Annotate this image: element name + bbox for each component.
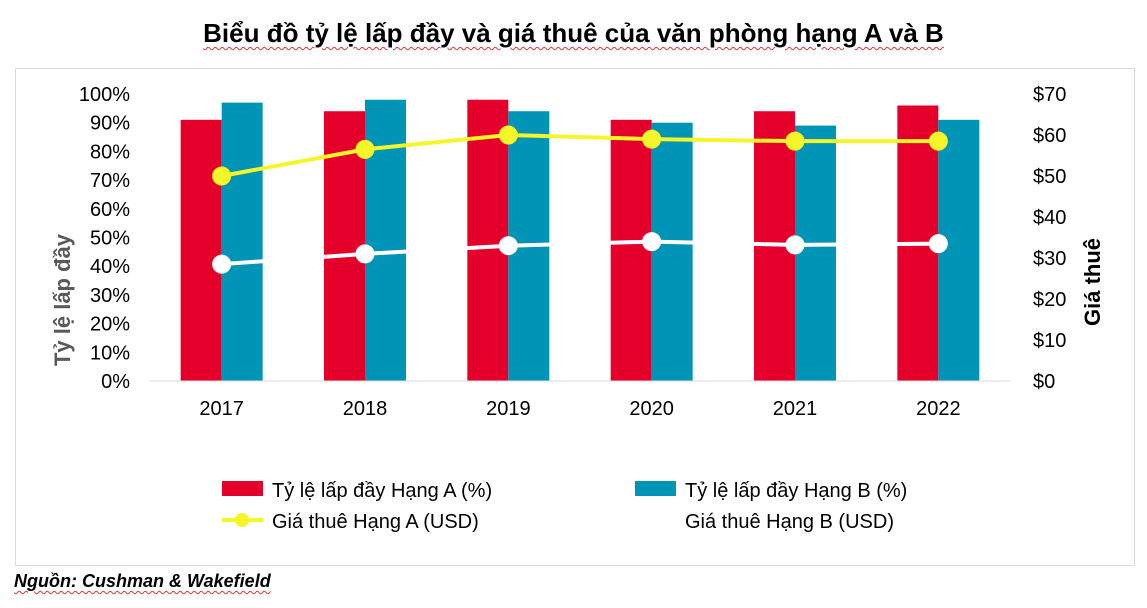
y-right-tick-label: $60 (1033, 125, 1066, 147)
bar-grade-b-2018 (365, 99, 406, 382)
bar-grade-a-2017 (180, 119, 222, 381)
x-tick-label: 2017 (199, 398, 244, 420)
legend: Tỷ lệ lấp đầy Hạng A (%) Tỷ lệ lấp đầy Hạ… (222, 480, 907, 533)
y-left-tick-labels: 0% 10% 20% 30% 40% 50% 60% 70% 80% 90% 100% (79, 84, 130, 393)
x-tick-labels: 2017 2018 2019 2020 2021 2022 (199, 398, 960, 420)
chart-title: Biểu đồ tỷ lệ lấp đầy và giá thuê của vă… (203, 18, 944, 48)
y-left-tick-label: 0% (101, 371, 130, 393)
point-rent-grade-a-2021 (785, 131, 805, 151)
x-tick-label: 2018 (343, 398, 388, 420)
point-rent-grade-b-2021 (785, 235, 805, 255)
y-right-tick-label: $20 (1033, 289, 1066, 311)
y-left-tick-label: 50% (90, 228, 130, 250)
line-rent-grade-b (221, 239, 939, 267)
y-right-tick-label: $70 (1033, 84, 1066, 106)
x-tick-label: 2019 (486, 398, 531, 420)
y-left-tick-label: 40% (90, 256, 130, 278)
point-rent-grade-b-2017 (212, 254, 232, 274)
point-rent-grade-a-2018 (355, 139, 375, 159)
bar-grade-b-2020 (651, 122, 693, 381)
bar-grade-b-2021 (795, 125, 836, 381)
y-left-tick-label: 100% (79, 84, 130, 106)
y-right-tick-label: $10 (1033, 330, 1066, 352)
point-rent-grade-a-2020 (642, 129, 662, 149)
point-rent-grade-b-2022 (928, 234, 948, 254)
y-right-tick-label: $30 (1033, 248, 1066, 270)
legend-label: Tỷ lệ lấp đầy Hạng A (%) (272, 480, 492, 502)
legend-label: Giá thuê Hạng A (USD) (272, 511, 479, 533)
legend-marker (235, 513, 249, 527)
point-rent-grade-a-2022 (928, 131, 948, 151)
source-note: Nguồn: Cushman & Wakefield (14, 571, 271, 591)
chart-frame (15, 68, 1135, 566)
x-tick-label: 2022 (916, 398, 961, 420)
bar-grade-b-2017 (221, 102, 263, 382)
y-left-tick-label: 90% (90, 113, 130, 135)
bar-grade-a-2020 (610, 119, 652, 381)
legend-marker (648, 513, 662, 527)
y-left-tick-label: 30% (90, 285, 130, 307)
y-right-tick-label: $50 (1033, 166, 1066, 188)
point-rent-grade-b-2019 (498, 236, 518, 256)
legend-swatch (635, 481, 676, 496)
point-rent-grade-b-2018 (355, 244, 375, 264)
y-right-tick-label: $0 (1033, 371, 1055, 393)
legend-label: Tỷ lệ lấp đầy Hạng B (%) (685, 480, 907, 502)
x-tick-label: 2020 (629, 398, 674, 420)
y-left-axis-label: Tỷ lệ lấp đầy (50, 233, 75, 366)
point-rent-grade-b-2020 (642, 232, 662, 252)
y-left-tick-label: 70% (90, 170, 130, 192)
legend-label: Giá thuê Hạng B (USD) (685, 511, 894, 533)
point-rent-grade-a-2017 (212, 166, 232, 186)
y-right-axis-label: Giá thuê (1080, 238, 1105, 326)
x-tick-label: 2021 (773, 398, 818, 420)
y-left-tick-label: 10% (90, 342, 130, 364)
bar-grade-b-2022 (938, 119, 980, 381)
point-rent-grade-a-2019 (498, 125, 518, 145)
line-layer (212, 125, 948, 274)
y-left-tick-label: 60% (90, 199, 130, 221)
line-rent-grade-a (221, 132, 939, 178)
legend-swatch (222, 481, 263, 496)
y-right-tick-label: $40 (1033, 207, 1066, 229)
y-right-tick-labels: $0 $10 $20 $30 $40 $50 $60 $70 (1033, 84, 1066, 393)
y-left-tick-label: 80% (90, 141, 130, 163)
y-left-tick-label: 20% (90, 314, 130, 336)
